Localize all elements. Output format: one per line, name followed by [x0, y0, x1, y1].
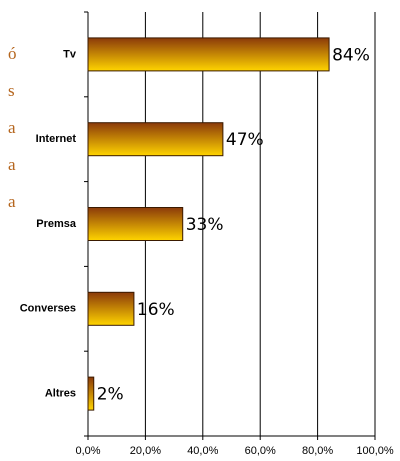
value-label: 84% — [332, 45, 370, 65]
value-label: 16% — [137, 300, 175, 320]
x-tick-label: 20,0% — [130, 445, 161, 457]
y-tick-label: Converses — [20, 303, 76, 315]
side-text: ó — [8, 44, 17, 63]
bar — [87, 376, 95, 411]
side-text: a — [8, 118, 16, 137]
x-tick-label: 0,0% — [75, 445, 100, 457]
y-tick-label: Altres — [45, 388, 76, 400]
x-tick-label: 100,0% — [356, 445, 394, 457]
y-tick-label: Internet — [36, 133, 77, 145]
value-label: 33% — [186, 215, 224, 235]
value-label: 2% — [97, 385, 124, 405]
x-tick-label: 60,0% — [245, 445, 276, 457]
bar — [87, 291, 135, 326]
side-text: a — [8, 155, 16, 174]
bar — [87, 207, 184, 241]
value-label: 47% — [226, 130, 264, 150]
x-tick-label: 80,0% — [302, 445, 333, 457]
side-text: s — [8, 81, 15, 100]
side-text: a — [8, 192, 16, 211]
bar — [87, 122, 224, 157]
y-tick-label: Tv — [63, 48, 77, 60]
bar — [87, 37, 330, 72]
y-tick-label: Premsa — [36, 218, 77, 230]
x-tick-label: 40,0% — [187, 445, 218, 457]
